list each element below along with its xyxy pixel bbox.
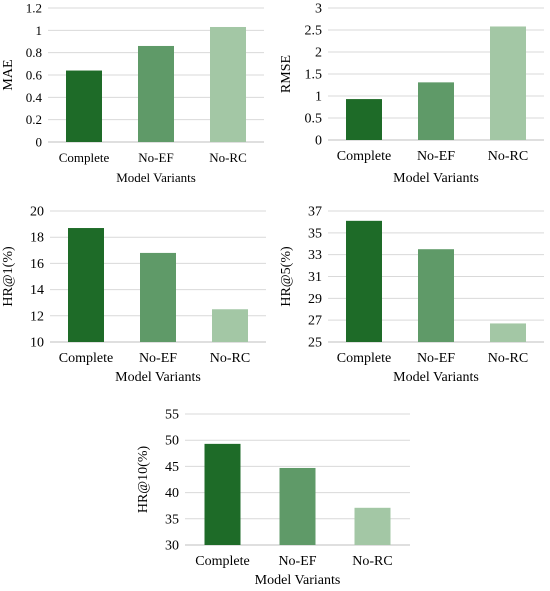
x-tick-label: No-EF [139,351,177,366]
y-axis-label: HR@5(%) [279,246,294,307]
x-tick-label: No-EF [278,554,316,569]
y-tick-label: 0 [36,135,43,150]
y-tick-label: 33 [308,248,322,263]
bar-no-ef [138,45,174,142]
y-tick-label: 12 [30,309,44,324]
y-tick-label: 1.5 [305,68,323,83]
bar-no-rc [212,309,248,342]
bar-no-rc [210,26,246,142]
x-tick-label: No-RC [209,150,247,165]
x-tick-label: Complete [59,150,110,165]
bar-complete [68,228,104,342]
bar-complete [204,443,241,545]
y-tick-label: 0 [315,134,322,149]
x-tick-label: No-RC [352,554,392,569]
y-tick-label: 2 [315,46,322,61]
y-tick-label: 29 [308,292,322,307]
y-tick-label: 2.5 [305,24,323,39]
bar-complete [346,220,382,342]
bar-no-rc [490,323,526,342]
x-tick-label: No-EF [417,149,455,164]
x-axis-label: Model Variants [115,370,201,385]
bar-no-ef [279,467,316,545]
x-tick-label: No-RC [488,149,528,164]
x-axis-label: Model Variants [393,370,479,385]
chart-hr5: 25 27 29 31 33 35 37 Complete No-EF No-RC Model Va… [279,205,544,385]
x-tick-label: Complete [59,351,113,366]
x-tick-label: No-RC [210,351,250,366]
x-axis-label: Model Variants [116,170,196,185]
y-tick-label: 18 [30,231,44,246]
y-tick-label: 20 [30,205,44,220]
chart-hr1: 10 12 14 16 18 20 Complete No-EF No-RC Model Vari… [1,205,266,385]
y-tick-label: 16 [30,257,44,272]
y-axis-label: HR@1(%) [1,246,16,307]
y-tick-label: 30 [165,539,179,554]
y-axis-label: RMSE [279,55,294,93]
y-tick-label: 50 [165,434,179,449]
y-tick-label: 0.8 [26,45,42,60]
x-axis-label: Model Variants [255,573,341,588]
y-tick-label: 0.4 [26,90,43,105]
chart-mae: 0 0.2 0.4 0.6 0.8 1 1.2 Complete No-EF No-RC Model… [1,1,264,185]
bar-no-rc [490,26,526,141]
y-tick-label: 31 [308,270,322,285]
y-tick-label: 35 [165,512,179,527]
chart-rmse: 0 0.5 1 1.5 2 2.5 3 Complete No-EF No-RC Model Var… [279,2,544,186]
y-tick-label: 37 [308,205,322,220]
x-tick-label: No-EF [417,351,455,366]
y-tick-label: 27 [308,314,322,329]
bar-no-rc [354,507,391,545]
bar-complete [346,99,382,140]
y-tick-label: 0.2 [26,112,42,127]
y-tick-label: 55 [165,408,179,423]
y-tick-label: 1 [36,23,43,38]
bar-no-ef [418,82,454,140]
bar-complete [66,70,102,142]
y-axis-label: MAE [1,59,16,90]
x-tick-label: Complete [337,351,391,366]
y-tick-label: 10 [30,336,44,351]
y-tick-label: 14 [30,283,44,298]
y-tick-label: 1 [315,90,322,105]
y-tick-label: 1.2 [26,1,42,16]
x-axis-label: Model Variants [393,171,479,186]
x-tick-label: Complete [195,554,249,569]
y-tick-label: 25 [308,336,322,351]
y-tick-label: 0.6 [26,68,43,83]
x-tick-label: Complete [337,149,391,164]
y-tick-label: 45 [165,460,179,475]
x-tick-label: No-RC [488,351,528,366]
bar-no-ef [418,249,454,342]
y-tick-label: 3 [315,2,322,17]
y-tick-label: 35 [308,226,322,241]
y-tick-label: 40 [165,486,179,501]
bar-no-ef [140,252,176,342]
y-axis-label: HR@10(%) [136,445,151,513]
x-tick-label: No-EF [138,150,173,165]
chart-hr10: 30 35 40 45 50 55 Complete No-EF No-RC Model Vari… [136,408,410,588]
y-tick-label: 0.5 [305,112,323,127]
